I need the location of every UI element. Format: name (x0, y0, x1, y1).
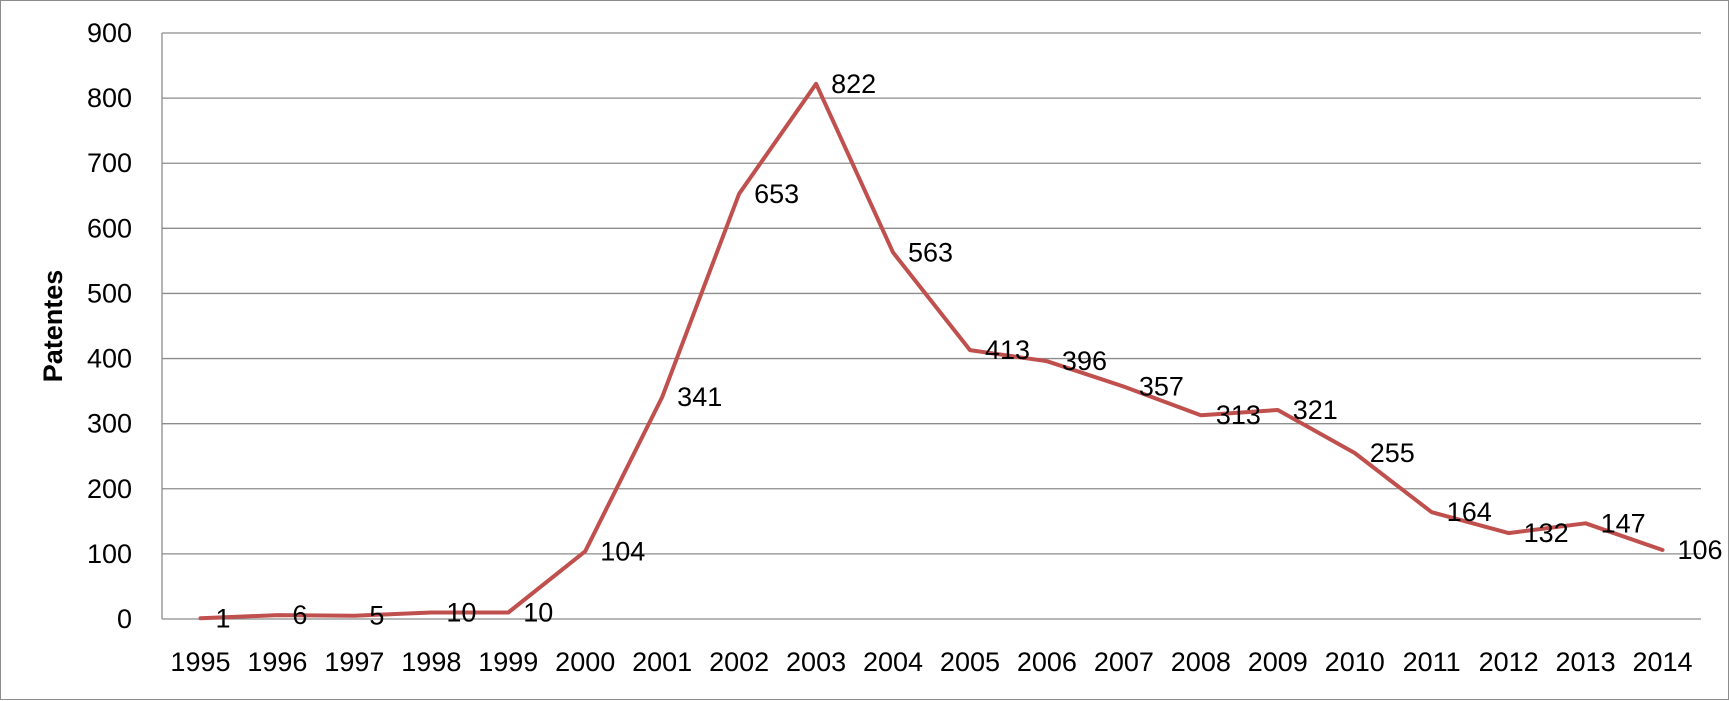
x-tick-label: 1998 (401, 647, 461, 677)
y-tick-label: 700 (87, 148, 132, 178)
x-tick-label: 1995 (170, 647, 230, 677)
x-tick-label: 2006 (1017, 647, 1077, 677)
data-label: 6 (292, 600, 307, 630)
data-label: 313 (1216, 400, 1261, 430)
y-axis-label: Patentes (38, 270, 68, 383)
x-tick-label: 2008 (1171, 647, 1231, 677)
x-tick-label: 2005 (940, 647, 1000, 677)
x-tick-label: 1996 (247, 647, 307, 677)
x-tick-label: 2000 (555, 647, 615, 677)
data-label: 255 (1370, 438, 1415, 468)
x-tick-label: 2003 (786, 647, 846, 677)
y-tick-label: 100 (87, 539, 132, 569)
y-tick-label: 900 (87, 18, 132, 48)
data-label: 357 (1139, 372, 1184, 402)
x-tick-label: 2014 (1632, 647, 1692, 677)
data-label: 5 (369, 601, 384, 631)
data-label: 10 (446, 597, 476, 627)
data-label: 164 (1447, 497, 1492, 527)
data-label: 104 (600, 536, 645, 566)
data-labels: 1 6 5 10 10 104 341 653 822 563 413 396 357 313 321 255… (215, 69, 1722, 634)
x-tick-label: 2001 (632, 647, 692, 677)
x-tick-label: 2011 (1403, 647, 1461, 677)
y-tick-label: 400 (87, 344, 132, 374)
data-label: 653 (754, 179, 799, 209)
x-tick-label: 1997 (324, 647, 384, 677)
x-tick-label: 2004 (863, 647, 923, 677)
y-tick-labels: 0 100 200 300 400 500 600 700 800 900 (87, 18, 132, 634)
y-tick-label: 200 (87, 474, 132, 504)
data-label: 321 (1293, 395, 1338, 425)
x-tick-label: 1999 (478, 647, 538, 677)
data-label: 132 (1524, 518, 1569, 548)
x-tick-labels: 1995 1996 1997 1998 1999 2000 2001 2002 2003 2004… (170, 647, 1692, 677)
y-tick-label: 800 (87, 83, 132, 113)
x-tick-label: 2002 (709, 647, 769, 677)
data-label: 396 (1062, 346, 1107, 376)
data-label: 822 (831, 69, 876, 99)
y-tick-label: 0 (117, 604, 132, 634)
data-label: 10 (523, 597, 553, 627)
series-line (198, 81, 1665, 621)
x-tick-label: 2007 (1094, 647, 1154, 677)
data-label: 106 (1678, 535, 1723, 565)
x-tick-label: 2012 (1479, 647, 1539, 677)
data-label: 341 (677, 382, 722, 412)
y-tick-label: 300 (87, 409, 132, 439)
data-label: 147 (1601, 508, 1646, 538)
y-tick-label: 600 (87, 213, 132, 243)
y-tick-label: 500 (87, 278, 132, 308)
data-label: 563 (908, 237, 953, 267)
data-label: 1 (215, 603, 230, 633)
x-tick-label: 2009 (1248, 647, 1308, 677)
axes (161, 33, 1701, 620)
gridlines (162, 32, 1701, 555)
x-tick-label: 2013 (1556, 647, 1616, 677)
data-label: 413 (985, 335, 1030, 365)
x-tick-label: 2010 (1325, 647, 1385, 677)
